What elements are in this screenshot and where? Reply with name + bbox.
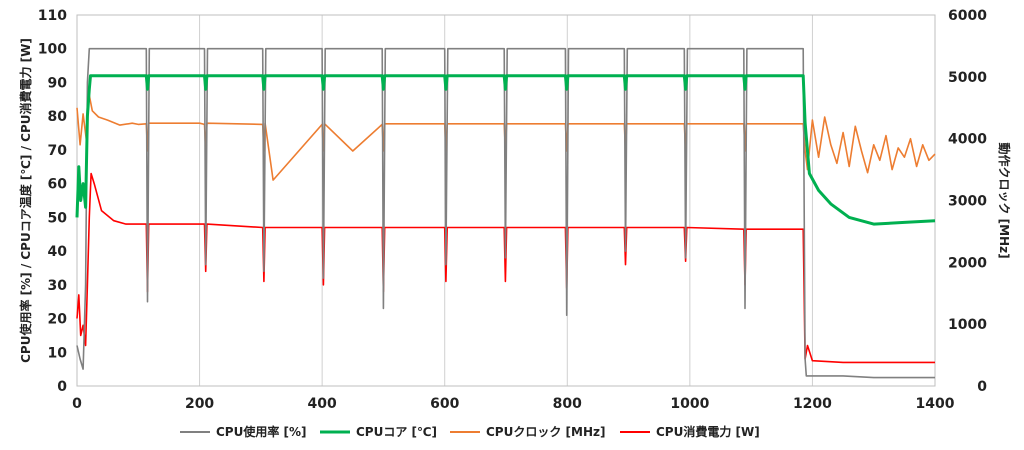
- x-tick-label-1200: 1200: [793, 396, 832, 412]
- y-right-tick-label-3000: 3000: [948, 194, 987, 210]
- y-right-tick-label-6000: 6000: [948, 8, 987, 24]
- y-right-tick-label-4000: 4000: [948, 132, 987, 148]
- y-left-tick-label-20: 20: [48, 312, 68, 328]
- y-left-tick-label-80: 80: [48, 109, 68, 125]
- y-left-tick-label-90: 90: [48, 75, 68, 91]
- y-left-tick-label-60: 60: [48, 177, 68, 193]
- y-axis-left-title: CPU使用率 [%] / CPUコア温度 [℃] / CPU消費電力 [W]: [18, 38, 33, 363]
- y-left-tick-label-70: 70: [48, 143, 68, 159]
- series-line-0: [76, 47, 935, 379]
- ticks-layer: 0 200 400 600 800 1000 1200 1400010203040506070…: [38, 8, 987, 412]
- x-tick-label-600: 600: [430, 396, 459, 412]
- y-right-tick-label-5000: 5000: [948, 70, 987, 86]
- x-tick-label-400: 400: [308, 396, 337, 412]
- y-left-tick-label-110: 110: [38, 8, 67, 24]
- series-layer: [75, 47, 936, 379]
- y-right-tick-label-2000: 2000: [948, 255, 987, 271]
- y-left-tick-label-0: 0: [57, 379, 67, 395]
- y-right-tick-label-1000: 1000: [948, 317, 987, 333]
- x-tick-label-800: 800: [553, 396, 582, 412]
- y-left-tick-label-40: 40: [48, 244, 68, 260]
- legend-label-1: CPUコア [℃]: [356, 425, 437, 439]
- y-left-tick-label-10: 10: [48, 345, 68, 361]
- legend-label-0: CPU使用率 [%]: [216, 424, 307, 439]
- legend-label-3: CPU消費電力 [W]: [656, 424, 760, 439]
- x-tick-label-1400: 1400: [916, 396, 955, 412]
- y-axis-right-title: 動作クロック [MHz]: [997, 142, 1012, 258]
- x-tick-label-200: 200: [185, 396, 214, 412]
- y-right-tick-label-0: 0: [977, 379, 987, 395]
- x-tick-label-0: 0: [72, 396, 82, 412]
- x-tick-label-1000: 1000: [670, 396, 709, 412]
- series-line-1: [75, 74, 936, 226]
- y-left-tick-label-100: 100: [38, 42, 67, 58]
- legend: CPU使用率 [%] CPUコア [℃] CPUクロック [MHz] CPU消費電力 …: [180, 424, 760, 439]
- y-left-tick-label-30: 30: [48, 278, 68, 294]
- y-left-tick-label-50: 50: [48, 210, 68, 226]
- legend-label-2: CPUクロック [MHz]: [486, 425, 605, 439]
